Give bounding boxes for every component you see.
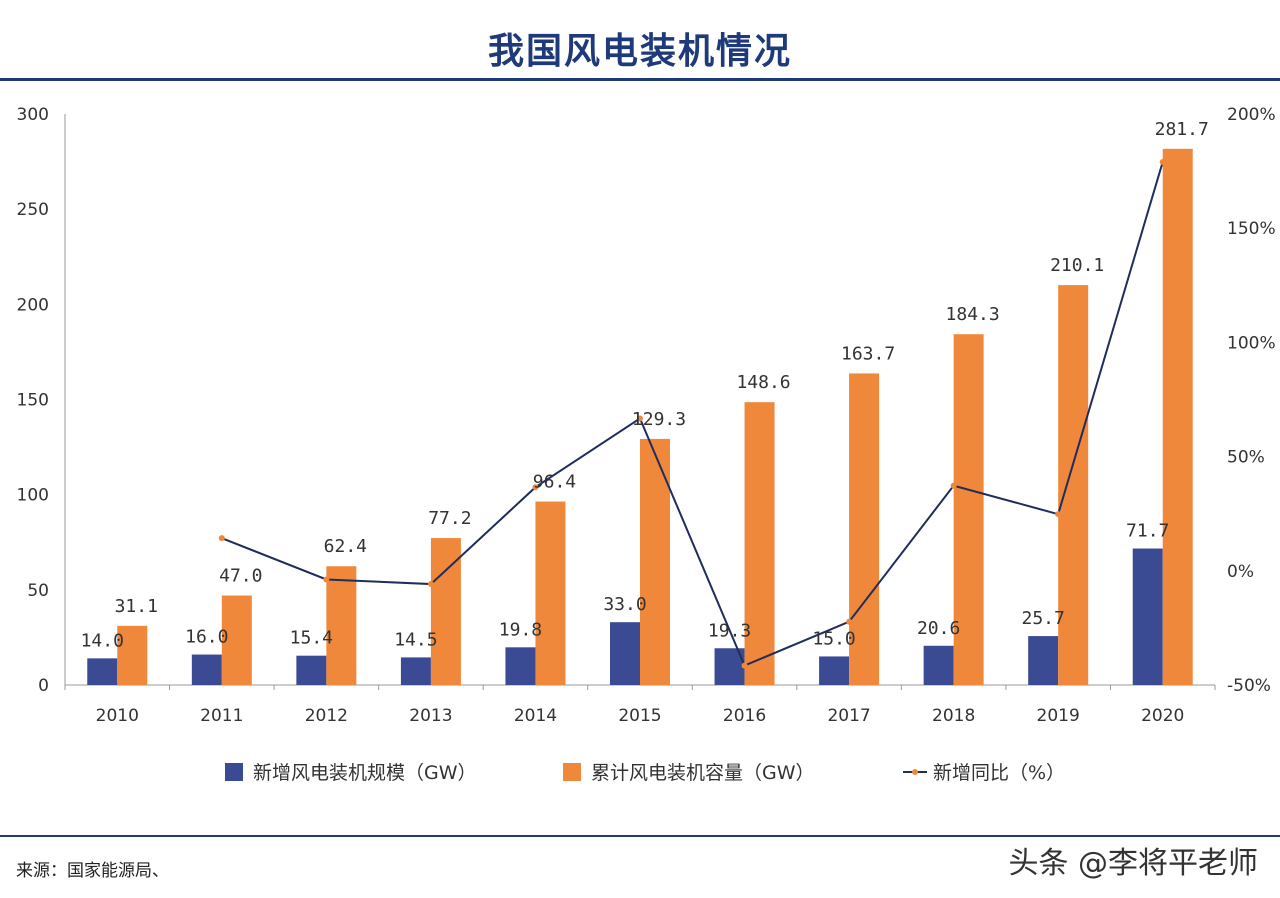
watermark: 头条 @李将平老师 <box>1008 846 1258 881</box>
bar-cumulative-capacity <box>326 566 357 685</box>
bar-new-data-label: 19.8 <box>499 619 542 640</box>
left-tick-label: 200 <box>17 295 49 315</box>
bar-new-data-label: 15.4 <box>290 628 333 649</box>
x-tick-label: 2017 <box>827 706 870 726</box>
left-tick-label: 0 <box>38 676 49 696</box>
bar-cumulative-capacity <box>221 595 252 685</box>
bar-cumulative-data-label: 129.3 <box>632 409 686 430</box>
growth-point <box>427 581 434 588</box>
footer-rule <box>0 835 1280 837</box>
bar-cumulative-capacity <box>1162 148 1193 685</box>
bar-new-capacity <box>400 657 431 685</box>
growth-point <box>532 484 539 491</box>
bar-cumulative-data-label: 47.0 <box>219 566 262 587</box>
legend-new-capacity-label: 新增风电装机规模（GW） <box>253 762 477 784</box>
bar-cumulative-data-label: 31.1 <box>115 596 158 617</box>
growth-point <box>741 662 748 669</box>
bar-cumulative-capacity <box>1058 285 1089 685</box>
left-tick-label: 250 <box>17 200 49 220</box>
bar-cumulative-capacity <box>430 538 461 685</box>
bar-new-data-label: 71.7 <box>1126 521 1169 542</box>
bar-cumulative-data-label: 148.6 <box>736 372 790 393</box>
title-rule <box>0 78 1280 81</box>
bar-new-data-label: 14.5 <box>394 629 437 650</box>
bar-cumulative-data-label: 77.2 <box>428 508 471 529</box>
bar-new-capacity <box>1028 636 1059 685</box>
legend-cumulative-capacity-swatch <box>563 763 581 781</box>
left-tick-label: 150 <box>17 391 49 411</box>
right-tick-label: 50% <box>1227 448 1265 468</box>
bar-cumulative-data-label: 163.7 <box>841 343 895 364</box>
x-tick-label: 2018 <box>932 706 975 726</box>
x-tick-label: 2010 <box>96 706 139 726</box>
bar-new-capacity <box>296 655 327 685</box>
bar-cumulative-capacity <box>535 501 566 685</box>
bar-cumulative-data-label: 210.1 <box>1050 255 1104 276</box>
legend-new-capacity-swatch <box>225 763 243 781</box>
bar-new-data-label: 20.6 <box>917 618 960 639</box>
right-tick-label: 0% <box>1227 562 1254 582</box>
left-tick-label: 50 <box>27 581 49 601</box>
x-tick-label: 2013 <box>409 706 452 726</box>
bar-new-capacity <box>610 622 640 685</box>
bar-new-data-label: 19.3 <box>708 620 751 641</box>
source-note: 来源：国家能源局、 <box>16 861 169 881</box>
bar-cumulative-data-label: 184.3 <box>946 304 1000 325</box>
bar-new-capacity <box>819 656 850 685</box>
growth-point <box>950 482 957 489</box>
x-tick-label: 2016 <box>723 706 766 726</box>
bar-new-capacity <box>923 645 954 685</box>
right-tick-label: 100% <box>1227 333 1276 353</box>
growth-point <box>1159 158 1166 165</box>
right-tick-label: -50% <box>1227 676 1271 696</box>
right-tick-label: 200% <box>1227 105 1276 125</box>
bar-cumulative-data-label: 281.7 <box>1155 119 1209 140</box>
chart-title: 我国风电装机情况 <box>487 31 792 72</box>
bar-new-capacity <box>191 654 222 685</box>
legend-growth-marker <box>912 769 918 775</box>
bar-new-data-label: 33.0 <box>603 594 646 615</box>
x-tick-label: 2019 <box>1037 706 1080 726</box>
x-tick-label: 2014 <box>514 706 557 726</box>
growth-point <box>846 618 853 625</box>
left-tick-label: 300 <box>17 105 49 125</box>
bar-cumulative-capacity <box>117 625 148 685</box>
bar-new-data-label: 16.0 <box>185 627 228 648</box>
bar-new-data-label: 25.7 <box>1022 608 1065 629</box>
x-tick-label: 2012 <box>305 706 348 726</box>
growth-point <box>218 535 225 542</box>
legend-growth-label: 新增同比（%） <box>933 762 1065 784</box>
left-tick-label: 100 <box>17 486 49 506</box>
bar-new-data-label: 14.0 <box>81 630 124 651</box>
bar-new-capacity <box>1132 548 1163 685</box>
growth-point <box>637 415 643 422</box>
x-tick-label: 2020 <box>1141 706 1184 726</box>
bar-cumulative-capacity <box>640 438 670 685</box>
bar-cumulative-capacity <box>744 402 775 685</box>
x-tick-label: 2015 <box>618 706 661 726</box>
growth-point <box>1055 511 1062 518</box>
bar-new-data-label: 15.0 <box>812 628 855 649</box>
bar-cumulative-data-label: 62.4 <box>324 536 367 557</box>
bar-cumulative-data-label: 96.4 <box>533 472 576 493</box>
growth-line <box>221 161 1164 667</box>
bar-cumulative-capacity <box>849 373 880 685</box>
bar-new-capacity <box>505 647 536 685</box>
growth-point <box>323 576 330 583</box>
legend-cumulative-capacity-label: 累计风电装机容量（GW） <box>591 762 815 784</box>
bar-cumulative-capacity <box>953 334 984 685</box>
bar-new-capacity <box>87 658 118 685</box>
x-tick-label: 2011 <box>200 706 243 726</box>
right-tick-label: 150% <box>1227 219 1276 239</box>
